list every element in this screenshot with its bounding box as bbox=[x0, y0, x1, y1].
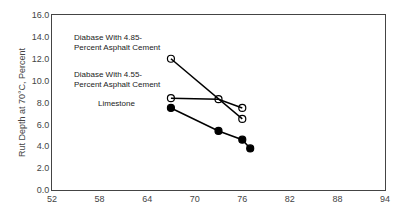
svg-text:0.0: 0.0 bbox=[37, 185, 50, 195]
svg-text:82: 82 bbox=[285, 194, 295, 204]
svg-text:88: 88 bbox=[332, 194, 342, 204]
svg-text:6.0: 6.0 bbox=[37, 120, 50, 130]
svg-text:14.0: 14.0 bbox=[32, 32, 50, 42]
svg-text:10.0: 10.0 bbox=[32, 76, 50, 86]
svg-text:Limestone: Limestone bbox=[98, 99, 135, 108]
svg-text:16.0: 16.0 bbox=[32, 10, 50, 20]
svg-text:58: 58 bbox=[95, 194, 105, 204]
svg-text:76: 76 bbox=[237, 194, 247, 204]
svg-text:Rut Depth at 70°C, Percent: Rut Depth at 70°C, Percent bbox=[17, 47, 27, 157]
svg-text:4.0: 4.0 bbox=[37, 141, 50, 151]
svg-text:64: 64 bbox=[142, 194, 152, 204]
svg-text:8.0: 8.0 bbox=[37, 98, 50, 108]
svg-text:2.0: 2.0 bbox=[37, 163, 50, 173]
svg-text:Diabase With 4.85-Percent Asph: Diabase With 4.85-Percent Asphalt Cement bbox=[74, 33, 161, 52]
svg-text:52: 52 bbox=[47, 194, 57, 204]
svg-text:94: 94 bbox=[380, 194, 390, 204]
svg-text:Diabase With 4.55-Percent Asph: Diabase With 4.55-Percent Asphalt Cement bbox=[74, 70, 161, 89]
svg-text:70: 70 bbox=[190, 194, 200, 204]
svg-text:12.0: 12.0 bbox=[32, 54, 50, 64]
